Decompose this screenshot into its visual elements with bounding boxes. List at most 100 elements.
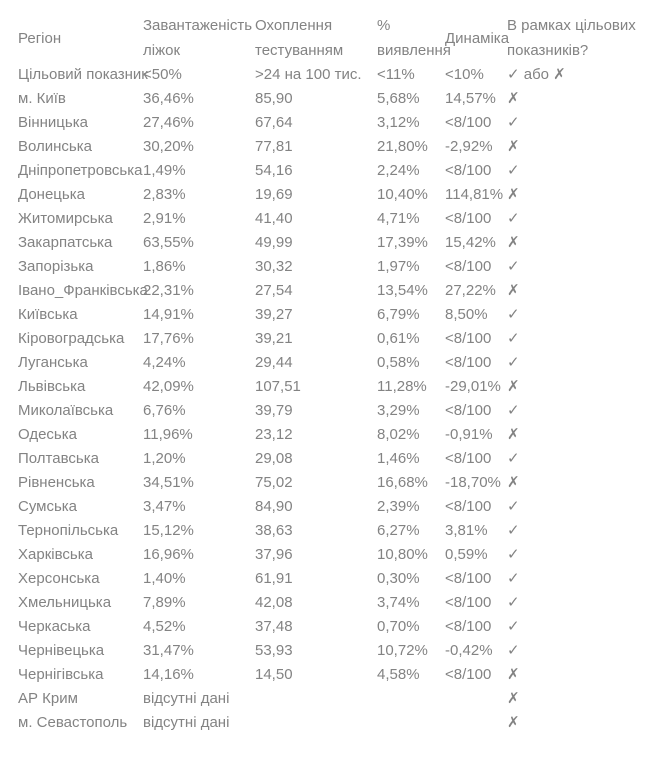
beds-cell: відсутні дані	[143, 690, 230, 707]
status-cell: ✗	[507, 666, 520, 683]
testing-cell: 53,93	[255, 642, 293, 659]
status-cell: ✓	[507, 162, 520, 179]
detection-cell: 3,12%	[377, 114, 420, 131]
beds-cell: відсутні дані	[143, 714, 230, 731]
region-cell: Запорізька	[18, 258, 94, 275]
region-cell: Миколаївська	[18, 402, 114, 419]
beds-cell: 11,96%	[143, 426, 193, 443]
testing-cell: 67,64	[255, 114, 293, 131]
beds-cell: 17,76%	[143, 330, 194, 347]
detection-cell: 1,97%	[377, 258, 420, 275]
testing-cell: 42,08	[255, 594, 293, 611]
table-row: Рівненська 34,51% 75,02 16,68% -18,70% ✗	[18, 471, 648, 495]
col-header-target-line2: показників?	[507, 42, 589, 59]
status-cell: ✗	[507, 90, 520, 107]
beds-cell: 1,20%	[143, 450, 186, 467]
testing-cell: 27,54	[255, 282, 293, 299]
status-cell: ✗	[507, 714, 520, 731]
col-header-dynamics: Динаміка	[445, 13, 509, 63]
table-row: Сумська 3,47% 84,90 2,39% <8/100 ✓	[18, 495, 648, 519]
table-body: м. Київ 36,46% 85,90 5,68% 14,57% ✗ Вінн…	[18, 87, 648, 735]
dynamics-cell: 14,57%	[445, 90, 496, 107]
col-header-detection-line1: %	[377, 17, 391, 34]
col-header-region-label: Регіон	[18, 29, 62, 47]
beds-cell: 14,91%	[143, 306, 194, 323]
testing-cell: 14,50	[255, 666, 293, 683]
region-cell: Київська	[18, 306, 78, 323]
status-cell: ✓	[507, 522, 520, 539]
status-cell: ✓	[507, 618, 520, 635]
region-cell: Львівська	[18, 378, 86, 395]
table-row: Житомирська 2,91% 41,40 4,71% <8/100 ✓	[18, 207, 648, 231]
beds-cell: 63,55%	[143, 234, 194, 251]
status-cell: ✓	[507, 402, 520, 419]
detection-cell: 4,71%	[377, 210, 420, 227]
table-row: Харківська 16,96% 37,96 10,80% 0,59% ✓	[18, 543, 648, 567]
testing-cell: 37,96	[255, 546, 293, 563]
status-cell: ✓	[507, 330, 520, 347]
detection-cell: 6,27%	[377, 522, 420, 539]
status-cell: ✓	[507, 306, 520, 323]
region-cell: Чернівецька	[18, 642, 105, 659]
detection-cell: 10,72%	[377, 642, 428, 659]
detection-cell: 4,58%	[377, 666, 420, 683]
dynamics-cell: -2,92%	[445, 138, 493, 155]
beds-cell: 3,47%	[143, 498, 186, 515]
col-header-testing: Охоплення тестуванням	[255, 13, 377, 63]
testing-cell: 29,08	[255, 450, 293, 467]
detection-cell: 2,39%	[377, 498, 420, 515]
region-cell: м. Київ	[18, 90, 66, 107]
region-cell: Харківська	[18, 546, 93, 563]
region-cell: Волинська	[18, 138, 92, 155]
detection-cell: 1,46%	[377, 450, 420, 467]
beds-cell: 4,52%	[143, 618, 186, 635]
region-cell: Хмельницька	[18, 594, 112, 611]
testing-cell: 41,40	[255, 210, 293, 227]
testing-cell: 30,32	[255, 258, 293, 275]
table-header: Регіон Завантаженість ліжок Охоплення те…	[18, 13, 648, 87]
table-row: Чернігівська 14,16% 14,50 4,58% <8/100 ✗	[18, 663, 648, 687]
table-row: Херсонська 1,40% 61,91 0,30% <8/100 ✓	[18, 567, 648, 591]
beds-cell: 31,47%	[143, 642, 194, 659]
dynamics-cell: <8/100	[445, 210, 492, 227]
testing-cell: 75,02	[255, 474, 293, 491]
table-row: Волинська 30,20% 77,81 21,80% -2,92% ✗	[18, 135, 648, 159]
region-cell: Івано_Франківська	[18, 282, 148, 299]
detection-cell: 0,58%	[377, 354, 420, 371]
detection-cell: 0,61%	[377, 330, 420, 347]
beds-cell: 14,16%	[143, 666, 194, 683]
dynamics-cell: <8/100	[445, 666, 492, 683]
status-cell: ✗	[507, 426, 520, 443]
detection-cell: 10,80%	[377, 546, 428, 563]
region-cell: Вінницька	[18, 114, 88, 131]
dynamics-cell: <8/100	[445, 402, 492, 419]
dynamics-cell: 15,42%	[445, 234, 496, 251]
region-cell: Черкаська	[18, 618, 91, 635]
col-header-detection: % виявлення	[377, 13, 451, 63]
table-row: Дніпропетровська 1,49% 54,16 2,24% <8/10…	[18, 159, 648, 183]
status-cell: ✓	[507, 642, 520, 659]
target-region-cell: Цільовий показник	[18, 66, 148, 83]
testing-cell: 49,99	[255, 234, 293, 251]
table-row: Вінницька 27,46% 67,64 3,12% <8/100 ✓	[18, 111, 648, 135]
target-testing-cell: >24 на 100 тис.	[255, 66, 362, 83]
region-cell: м. Севастополь	[18, 714, 128, 731]
dynamics-cell: <8/100	[445, 570, 492, 587]
table-row: Донецька 2,83% 19,69 10,40% 114,81% ✗	[18, 183, 648, 207]
status-cell: ✓	[507, 210, 520, 227]
detection-cell: 17,39%	[377, 234, 428, 251]
target-indicator-row: Цільовий показник <50% >24 на 100 тис. <…	[18, 63, 648, 87]
detection-cell: 5,68%	[377, 90, 420, 107]
testing-cell: 85,90	[255, 90, 293, 107]
detection-cell: 13,54%	[377, 282, 428, 299]
beds-cell: 6,76%	[143, 402, 186, 419]
testing-cell: 107,51	[255, 378, 301, 395]
table-row: м. Київ 36,46% 85,90 5,68% 14,57% ✗	[18, 87, 648, 111]
beds-cell: 1,49%	[143, 162, 186, 179]
testing-cell: 19,69	[255, 186, 293, 203]
region-cell: Закарпатська	[18, 234, 113, 251]
beds-cell: 27,46%	[143, 114, 194, 131]
dynamics-cell: <8/100	[445, 450, 492, 467]
dynamics-cell: 8,50%	[445, 306, 488, 323]
testing-cell	[255, 711, 377, 735]
